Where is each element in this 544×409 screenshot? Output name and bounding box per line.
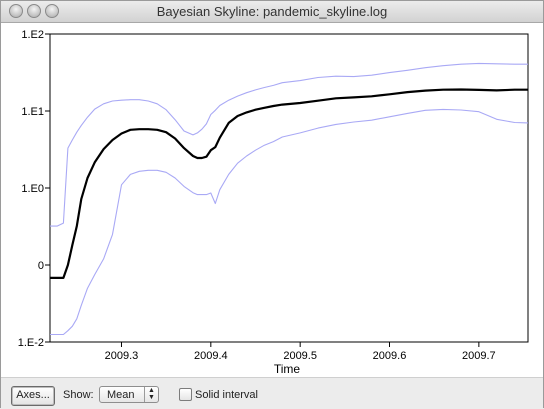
upper-line	[50, 62, 528, 227]
x-tick-label: 2009.7	[462, 350, 496, 362]
controls-bar: Axes... Show: Mean ▲ ▼ Solid interval	[1, 377, 543, 409]
close-window-button[interactable]	[9, 4, 23, 18]
axes-button[interactable]: Axes...	[11, 386, 55, 406]
x-axis-title: Time	[274, 362, 301, 376]
x-tick-label: 2009.3	[105, 350, 139, 362]
show-select-value: Mean	[107, 389, 135, 401]
y-tick-label: 0	[38, 260, 44, 272]
plot-frame	[49, 33, 529, 343]
y-tick-label: 1.E-2	[18, 337, 44, 349]
window-title: Bayesian Skyline: pandemic_skyline.log	[156, 4, 388, 19]
x-tick-label: 2009.5	[283, 350, 317, 362]
minimize-window-button[interactable]	[27, 4, 41, 18]
y-tick-label: 1.E1	[21, 106, 44, 118]
zoom-window-button[interactable]	[45, 4, 59, 18]
y-tick-label: 1.E0	[21, 183, 44, 195]
mean-line	[50, 88, 528, 279]
show-select[interactable]: Mean ▲ ▼	[99, 386, 159, 403]
skyline-chart: 1.E2 1.E1 1.E0 0 1.E-2 2009.3 2009.4 2009.5 2009…	[18, 29, 529, 376]
skyline-plot-area: 1.E2 1.E1 1.E0 0 1.E-2 2009.3 2009.4 2009.5 2009…	[1, 23, 543, 377]
x-tick-label: 2009.6	[373, 350, 407, 362]
title-bar: Bayesian Skyline: pandemic_skyline.log	[1, 1, 543, 23]
solid-interval-label: Solid interval	[195, 389, 258, 401]
show-label: Show:	[63, 389, 94, 401]
x-tick-label: 2009.4	[194, 350, 228, 362]
lower-line	[50, 108, 529, 336]
select-arrows-icon: ▲ ▼	[144, 387, 158, 402]
solid-interval-checkbox[interactable]	[179, 388, 192, 401]
y-tick-label: 1.E2	[21, 29, 44, 41]
